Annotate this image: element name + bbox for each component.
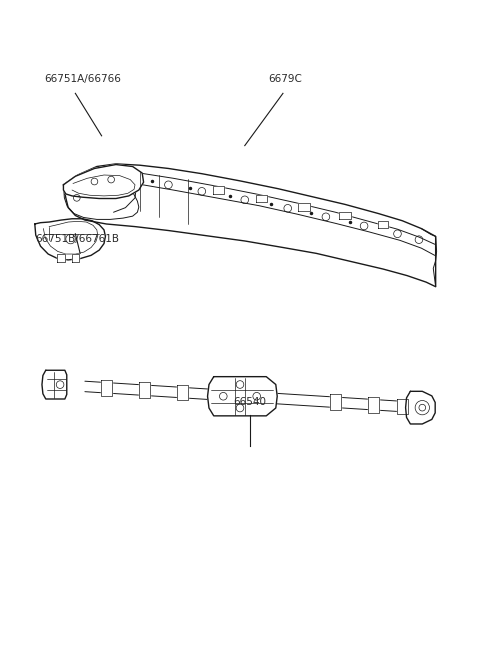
Polygon shape bbox=[368, 397, 379, 413]
Polygon shape bbox=[42, 371, 67, 399]
Polygon shape bbox=[215, 387, 227, 403]
Text: 66751B/66761B: 66751B/66761B bbox=[35, 234, 119, 244]
Polygon shape bbox=[35, 219, 106, 260]
Polygon shape bbox=[396, 399, 408, 415]
Polygon shape bbox=[63, 164, 144, 198]
Text: 6679C: 6679C bbox=[269, 74, 302, 83]
Text: 66751A/66766: 66751A/66766 bbox=[44, 74, 121, 83]
Polygon shape bbox=[57, 254, 65, 262]
Polygon shape bbox=[207, 376, 277, 416]
Polygon shape bbox=[339, 212, 351, 219]
Polygon shape bbox=[330, 394, 341, 410]
Polygon shape bbox=[72, 254, 79, 262]
Polygon shape bbox=[63, 164, 436, 286]
Polygon shape bbox=[101, 380, 112, 396]
Polygon shape bbox=[406, 392, 435, 424]
Polygon shape bbox=[378, 221, 388, 228]
Text: 66540: 66540 bbox=[233, 397, 266, 407]
Polygon shape bbox=[139, 382, 150, 398]
Polygon shape bbox=[213, 186, 225, 194]
Polygon shape bbox=[255, 194, 267, 202]
Polygon shape bbox=[177, 385, 189, 401]
Polygon shape bbox=[299, 203, 311, 211]
